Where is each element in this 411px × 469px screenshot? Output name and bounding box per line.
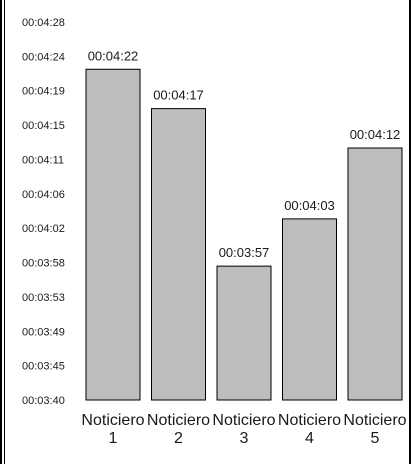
x-tick-label: 3 <box>240 430 249 447</box>
data-label: 00:04:17 <box>153 88 204 103</box>
bars <box>85 68 403 401</box>
data-label: 00:03:57 <box>219 245 270 260</box>
x-tick-label: Noticiero <box>343 412 406 429</box>
y-tick-label: 00:04:15 <box>22 120 65 132</box>
data-label: 00:04:22 <box>88 48 139 63</box>
y-axis: 00:03:40 00:03:45 00:03:49 00:03:53 00:03:58… <box>22 17 65 407</box>
bar <box>85 68 141 401</box>
frame-left-border <box>0 0 2 464</box>
x-tick-label: Noticiero <box>212 412 275 429</box>
data-labels: 00:04:22 00:04:17 00:03:57 00:04:03 00:04:12 <box>88 48 401 260</box>
y-tick-label: 00:03:58 <box>22 258 65 270</box>
y-tick-label: 00:04:19 <box>22 86 65 98</box>
x-tick-label: 4 <box>305 430 314 447</box>
y-tick-label: 00:03:49 <box>22 326 65 338</box>
y-tick-label: 00:04:02 <box>22 223 65 235</box>
x-tick-label: 5 <box>371 430 380 447</box>
x-tick-label: 1 <box>109 430 118 447</box>
y-tick-label: 00:04:11 <box>22 154 64 166</box>
x-tick-label: Noticiero <box>278 412 341 429</box>
bar <box>347 147 403 401</box>
frame-left-inner-border <box>4 0 5 464</box>
y-tick-label: 00:04:28 <box>22 17 65 29</box>
bar <box>216 265 272 401</box>
y-tick-label: 00:03:45 <box>22 361 65 373</box>
data-label: 00:04:03 <box>284 198 335 213</box>
frame-right-border <box>409 0 411 464</box>
x-tick-label: 2 <box>174 430 183 447</box>
x-tick-label: Noticiero <box>81 412 144 429</box>
y-tick-label: 00:04:06 <box>22 189 65 201</box>
x-tick-label: Noticiero <box>147 412 210 429</box>
y-tick-label: 00:04:24 <box>22 51 65 63</box>
y-tick-label: 00:03:53 <box>22 292 65 304</box>
bar <box>282 218 337 401</box>
y-tick-label: 00:03:40 <box>22 395 65 407</box>
bar <box>151 108 206 401</box>
x-axis: Noticiero1Noticiero2Noticiero3Noticiero4… <box>81 412 406 447</box>
data-label: 00:04:12 <box>350 127 401 142</box>
